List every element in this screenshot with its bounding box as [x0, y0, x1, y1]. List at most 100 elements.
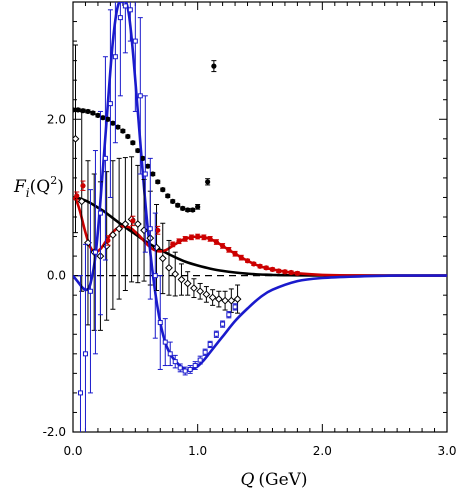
data-point	[77, 390, 83, 396]
data-point	[74, 193, 80, 199]
data-point	[125, 133, 131, 140]
data-point	[177, 365, 183, 371]
data-point	[130, 218, 136, 224]
x-tick-label: 2.0	[313, 444, 332, 458]
data-point	[201, 234, 207, 240]
data-point	[202, 290, 211, 299]
data-point	[185, 207, 191, 213]
plot-area	[73, 2, 447, 432]
data-point	[110, 120, 116, 126]
data-point	[176, 238, 182, 244]
data-point	[150, 171, 156, 177]
data-point	[171, 270, 180, 278]
data-point	[213, 331, 219, 337]
data-point	[137, 93, 143, 99]
series-5-points	[74, 180, 300, 276]
data-point	[263, 265, 269, 271]
data-point	[165, 263, 173, 272]
data-point	[207, 341, 213, 347]
y-tick-label: 2.0	[47, 112, 66, 126]
data-point	[195, 233, 201, 240]
data-point	[207, 236, 213, 242]
data-point	[180, 205, 186, 211]
data-point	[226, 247, 232, 253]
data-point	[122, 3, 128, 9]
data-point	[257, 263, 263, 269]
data-point	[152, 273, 158, 279]
series-4-points	[73, 44, 242, 331]
data-point	[115, 124, 121, 130]
data-point	[233, 295, 242, 303]
data-point	[282, 269, 288, 275]
data-point	[182, 368, 188, 374]
data-point	[108, 231, 117, 239]
x-axis-variable: Q	[240, 470, 254, 490]
data-point	[167, 351, 173, 357]
data-point	[177, 275, 186, 284]
data-point	[80, 183, 86, 189]
data-point	[182, 236, 188, 242]
data-point	[170, 198, 176, 204]
data-point	[238, 255, 244, 261]
data-point	[142, 171, 148, 177]
data-point	[82, 351, 88, 357]
data-point	[155, 227, 161, 233]
data-point	[205, 179, 211, 185]
data-point	[220, 243, 226, 249]
data-point	[95, 112, 101, 118]
data-point	[140, 155, 146, 161]
data-point	[220, 321, 226, 327]
data-point	[105, 237, 111, 244]
y-axis-subscript: i	[26, 186, 30, 200]
data-point	[140, 226, 148, 235]
data-point	[135, 147, 141, 154]
data-point	[92, 249, 98, 255]
data-point	[73, 134, 80, 143]
y-tick-label: -2.0	[43, 425, 66, 439]
data-point	[100, 115, 106, 121]
data-point	[73, 107, 76, 113]
data-point	[107, 101, 113, 107]
data-point	[195, 204, 201, 210]
data-point	[196, 287, 205, 296]
data-point	[160, 187, 166, 193]
data-point	[172, 359, 178, 365]
data-point	[127, 7, 133, 13]
tick-marks	[72, 1, 448, 433]
data-point	[227, 296, 236, 305]
data-point	[214, 295, 223, 303]
data-point	[276, 268, 282, 274]
data-point	[192, 363, 198, 369]
data-point	[130, 140, 136, 146]
series-6-points	[77, 2, 238, 432]
data-point	[162, 339, 168, 345]
data-point	[121, 220, 130, 228]
data-point	[221, 296, 230, 305]
data-point	[202, 349, 208, 355]
data-point	[133, 220, 142, 228]
data-point	[211, 63, 217, 69]
x-tick-label: 1.0	[188, 444, 207, 458]
x-tick-label: 0.0	[63, 444, 82, 458]
data-point	[187, 366, 193, 372]
plot-frame	[72, 1, 448, 433]
data-point	[232, 304, 238, 310]
data-point	[208, 293, 217, 302]
data-point	[269, 266, 276, 272]
data-point	[190, 207, 196, 213]
data-point	[147, 226, 153, 232]
data-point	[97, 210, 103, 216]
data-point	[120, 128, 126, 134]
data-point	[105, 116, 111, 122]
y-axis-symbol: F	[13, 177, 27, 197]
data-point	[155, 179, 161, 185]
data-point	[157, 320, 163, 326]
x-tick-label: 3.0	[437, 444, 456, 458]
data-point	[80, 108, 86, 114]
data-point	[175, 202, 181, 208]
data-point	[226, 312, 232, 318]
data-point	[170, 241, 176, 247]
data-point	[294, 270, 300, 276]
data-point	[115, 224, 124, 233]
data-point	[117, 15, 123, 21]
